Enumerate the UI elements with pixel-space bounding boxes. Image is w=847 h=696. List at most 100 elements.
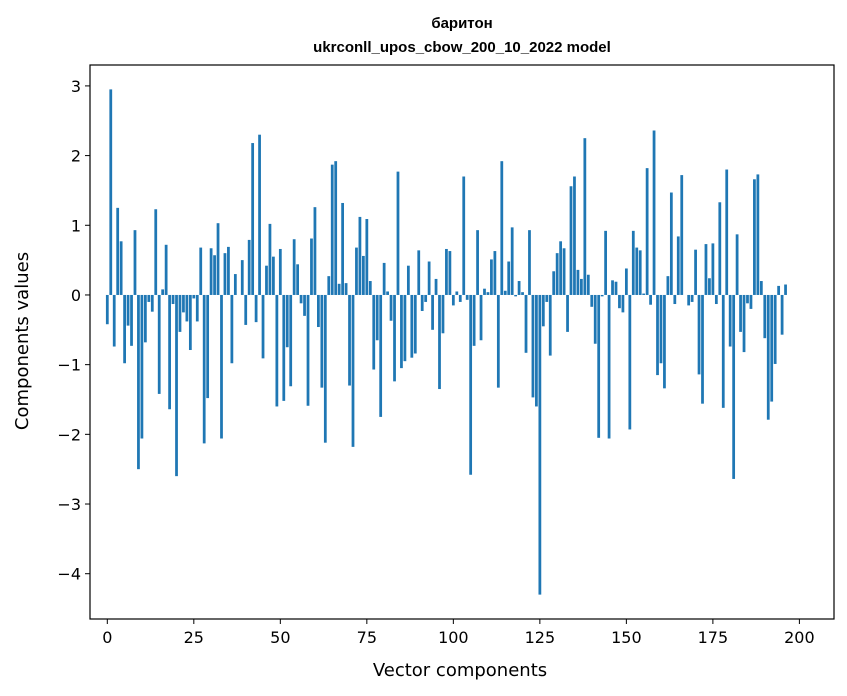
bar: [669, 192, 673, 295]
bar: [327, 276, 331, 295]
bar: [559, 241, 563, 295]
bar: [780, 294, 784, 335]
bar: [143, 294, 147, 343]
bar: [223, 253, 227, 295]
bar: [410, 294, 414, 358]
x-tick-label: 200: [784, 628, 815, 647]
y-tick-label: −4: [57, 565, 81, 584]
bar: [427, 261, 431, 295]
x-tick-label: 150: [611, 628, 642, 647]
bar: [261, 294, 265, 359]
bar: [133, 230, 137, 295]
bar: [746, 294, 749, 304]
bar: [725, 169, 729, 295]
bar: [455, 291, 459, 295]
bar: [708, 278, 711, 295]
x-tick-label: 100: [438, 628, 469, 647]
bar: [749, 294, 753, 309]
bar: [137, 294, 140, 470]
bar: [109, 89, 113, 295]
bar: [126, 294, 130, 326]
bar: [687, 294, 691, 306]
bar: [763, 294, 767, 339]
bar: [469, 294, 473, 475]
bar: [372, 294, 376, 370]
bar: [431, 294, 434, 330]
bar: [247, 239, 251, 295]
bar: [195, 294, 199, 322]
bar: [773, 294, 777, 364]
bar: [777, 285, 781, 295]
bar: [580, 278, 583, 295]
bar: [524, 294, 528, 353]
bar: [206, 294, 210, 399]
bar: [465, 294, 469, 300]
bar: [680, 175, 684, 295]
bar: [306, 294, 310, 406]
bar: [666, 276, 670, 295]
bar: [458, 294, 462, 302]
bar: [621, 294, 625, 313]
bar: [355, 247, 358, 295]
bar: [704, 244, 708, 295]
x-tick-label: 50: [270, 628, 290, 647]
bar: [310, 238, 313, 295]
bar: [209, 248, 213, 295]
bar: [638, 250, 642, 295]
bar: [417, 250, 421, 295]
bar: [448, 251, 452, 295]
bar: [645, 168, 649, 295]
bar: [697, 294, 701, 375]
bar: [400, 294, 403, 369]
bar: [358, 216, 362, 295]
bar: [590, 294, 594, 307]
bar: [154, 209, 158, 295]
y-tick-label: 2: [71, 147, 81, 166]
bar: [742, 294, 746, 353]
bar: [202, 294, 206, 444]
bar: [510, 227, 514, 295]
bar: [635, 247, 639, 295]
bar: [275, 294, 279, 407]
bar: [548, 294, 552, 356]
bar: [694, 249, 697, 295]
bar: [130, 294, 133, 346]
bar: [597, 294, 601, 438]
y-axis-label: Components values: [12, 252, 33, 430]
bar: [663, 294, 666, 389]
bar: [296, 264, 300, 295]
bar: [541, 294, 545, 327]
bar: [227, 246, 230, 295]
y-tick-label: 1: [71, 216, 81, 235]
bar: [496, 294, 500, 388]
bar: [545, 294, 549, 302]
bar: [521, 292, 524, 295]
bar: [486, 292, 490, 295]
bar: [462, 176, 466, 295]
x-tick-label: 175: [698, 628, 729, 647]
bar: [396, 171, 400, 295]
bar: [735, 234, 739, 295]
x-tick-label: 25: [184, 628, 204, 647]
bar: [272, 256, 275, 295]
bar: [379, 294, 383, 417]
bar: [690, 294, 694, 302]
bar: [607, 294, 611, 439]
bar: [233, 274, 237, 295]
bar: [161, 289, 165, 295]
bar: [157, 294, 161, 394]
bar: [618, 294, 621, 309]
bar: [285, 294, 289, 348]
bar: [389, 294, 393, 321]
bar: [714, 294, 718, 305]
bar: [403, 294, 407, 362]
bar: [323, 294, 327, 443]
bar: [230, 294, 234, 364]
bar: [676, 236, 680, 295]
bar: [164, 244, 168, 295]
bar: [739, 294, 742, 332]
bar: [299, 294, 303, 304]
bar: [493, 251, 497, 295]
y-axis-ticks: 3 2 1 0 −1 −2 −3 −4: [57, 77, 90, 584]
